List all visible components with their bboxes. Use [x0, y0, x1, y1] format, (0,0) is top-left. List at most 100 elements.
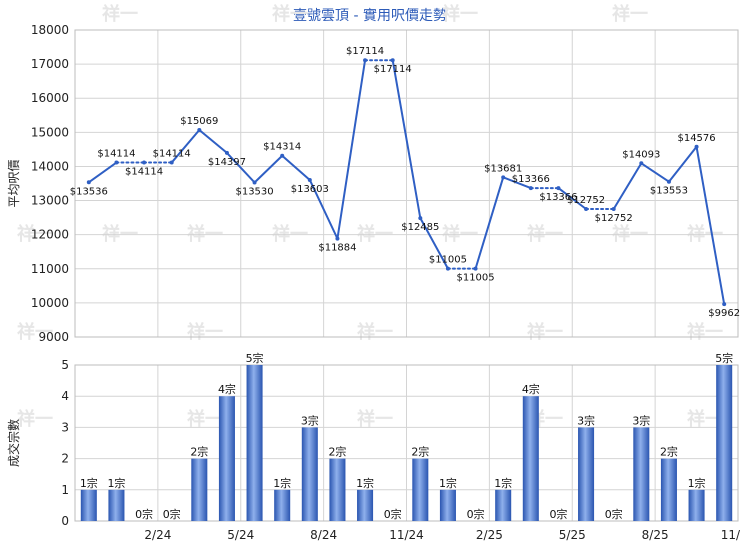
volume-y-tick-label: 5 [61, 358, 69, 372]
price-line-segment [170, 128, 201, 164]
volume-data-label: 4宗 [522, 382, 540, 396]
price-point [666, 179, 671, 184]
volume-data-label: 1宗 [273, 476, 291, 490]
watermark-text: 祥一 [442, 223, 478, 245]
volume-data-label: 3宗 [301, 413, 319, 427]
x-tick-label: 5/24 [227, 528, 254, 542]
volume-data-label: 2宗 [411, 445, 429, 459]
volume-data-label: 1宗 [356, 476, 374, 490]
volume-y-tick-label: 3 [61, 420, 69, 434]
volume-data-label: 0宗 [549, 507, 567, 521]
price-line-segment [474, 176, 505, 270]
x-tick-label: 5/25 [559, 528, 586, 542]
price-data-label: $14314 [263, 142, 301, 153]
volume-data-label: 2宗 [660, 445, 678, 459]
watermark-text: 祥一 [187, 408, 223, 430]
volume-bar [412, 458, 429, 521]
price-point [114, 160, 119, 165]
volume-y-tick-label: 0 [61, 514, 69, 528]
price-y-tick-label: 9000 [38, 330, 69, 344]
price-point [224, 150, 229, 155]
watermark-text: 祥一 [17, 408, 53, 430]
price-plot-frame [74, 29, 739, 338]
volume-bar [246, 365, 263, 521]
price-line-segment [419, 217, 449, 270]
x-tick-label: 2/25 [476, 528, 503, 542]
price-data-label: $15069 [180, 116, 218, 127]
watermark-text: 祥一 [17, 321, 53, 343]
price-point [197, 127, 202, 132]
volume-data-label: 1宗 [688, 476, 706, 490]
price-y-tick-label: 10000 [31, 296, 69, 310]
volume-data-label: 0宗 [135, 507, 153, 521]
watermark-text: 祥一 [687, 223, 723, 245]
volume-bar [495, 489, 512, 521]
watermark-text: 祥一 [357, 321, 393, 343]
price-point [639, 161, 644, 166]
volume-bar [218, 396, 235, 521]
price-point [280, 153, 285, 158]
watermark-text: 祥一 [527, 223, 563, 245]
price-line-segment [87, 161, 118, 184]
price-line-segment [640, 162, 670, 183]
volume-data-label: 0宗 [163, 507, 181, 521]
volume-bar [274, 489, 291, 521]
watermark-text: 祥一 [272, 223, 308, 245]
price-data-label: $17114 [374, 64, 412, 75]
price-data-label: $13553 [650, 186, 688, 197]
volume-data-label: 1宗 [494, 476, 512, 490]
volume-y-tick-label: 2 [61, 452, 69, 466]
watermark-text: 祥一 [687, 408, 723, 430]
watermark-text: 祥一 [187, 223, 223, 245]
price-line-segment [198, 128, 228, 154]
x-tick-label: 8/25 [642, 528, 669, 542]
volume-plot-frame [74, 364, 739, 522]
watermark-text: 祥一 [17, 223, 53, 245]
price-point [694, 144, 699, 149]
volume-y-axis-label: 成交宗數 [6, 419, 21, 467]
price-data-label: $13530 [235, 186, 273, 197]
price-point [528, 186, 533, 191]
x-tick-label: 11/25 [721, 528, 740, 542]
price-data-label: $12752 [595, 213, 633, 224]
x-tick-label: 2/24 [144, 528, 171, 542]
volume-data-label: 1宗 [107, 476, 125, 490]
price-y-tick-label: 18000 [31, 23, 69, 37]
volume-bar [191, 458, 208, 521]
volume-bar [660, 458, 677, 521]
price-data-label: $14576 [677, 133, 715, 144]
price-point [335, 236, 340, 241]
price-y-tick-label: 16000 [31, 91, 69, 105]
watermark-text: 祥一 [272, 3, 308, 25]
volume-data-label: 2宗 [328, 445, 346, 459]
price-data-label: $14114 [125, 167, 163, 178]
volume-data-label: 0宗 [605, 507, 623, 521]
price-data-label: $11005 [456, 273, 494, 284]
price-data-label: $14397 [208, 157, 246, 168]
watermark-text: 祥一 [187, 321, 223, 343]
volume-data-label: 4宗 [218, 382, 236, 396]
volume-panel: 0 1 2 3 4 5 成交宗數 1宗 1宗 0宗 0宗 2宗 4宗 5宗 1宗 3宗 2宗 1宗 0宗 2宗 1宗 0宗… [6, 351, 740, 542]
price-point [169, 160, 174, 165]
price-data-label: $12485 [401, 222, 439, 233]
volume-y-tick-label: 4 [61, 389, 69, 403]
price-y-tick-label: 17000 [31, 57, 69, 71]
price-line-segment [502, 176, 532, 190]
volume-data-label: 3宗 [577, 413, 595, 427]
watermark-text: 祥一 [612, 223, 648, 245]
price-y-tick-label: 14000 [31, 159, 69, 173]
price-line-segment [557, 187, 588, 211]
volume-data-label: 5宗 [715, 351, 733, 365]
price-data-label: $13536 [70, 186, 108, 197]
price-data-label: $11005 [429, 255, 467, 266]
watermark-text: 祥一 [102, 223, 138, 245]
price-line-segment [225, 151, 256, 184]
volume-bar [578, 427, 595, 521]
chart-title: 壹號雲頂 - 實用呎價走勢 [293, 7, 447, 24]
price-point [390, 58, 395, 63]
volume-data-label: 1宗 [80, 476, 98, 490]
price-y-tick-label: 15000 [31, 125, 69, 139]
x-tick-label: 8/24 [310, 528, 337, 542]
price-point [363, 58, 368, 63]
price-point [252, 180, 257, 185]
